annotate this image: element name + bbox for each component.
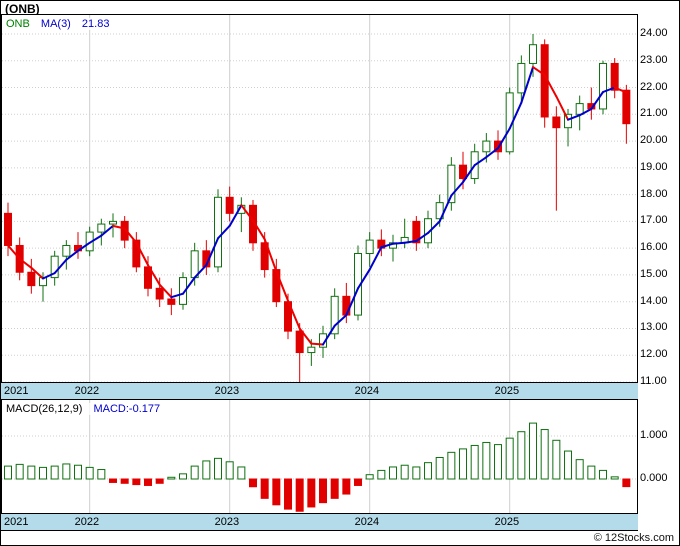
copyright-link[interactable]: © 12Stocks.com — [593, 532, 674, 544]
x-axis-year-label: 2023 — [214, 385, 240, 397]
price-y-axis-label: 19.00 — [640, 160, 668, 173]
chart-title: (ONB) — [5, 2, 40, 16]
macd-params-label: MACD(26,12,9) — [6, 403, 83, 415]
macd-x-axis-band: 2021 2022 2023 2024 2025 — [1, 514, 638, 531]
x-axis-year-label: 2022 — [74, 516, 100, 528]
price-y-axis-label: 18.00 — [640, 187, 668, 200]
price-y-axis-label: 21.00 — [640, 107, 668, 120]
x-axis-year-label: 2021 — [4, 516, 29, 528]
symbol-label: ONB — [6, 18, 30, 30]
macd-y-axis-label: 1.000 — [640, 429, 668, 441]
price-legend: ONB MA(3) 21.83 — [6, 18, 110, 30]
macd-histogram-chart — [2, 400, 637, 513]
price-x-axis-band: 2021 2022 2023 2024 2025 — [1, 383, 638, 400]
price-chart-panel: ONB MA(3) 21.83 — [1, 14, 638, 383]
macd-value-label: MACD:-0.177 — [93, 403, 161, 415]
price-y-axis-label: 22.00 — [640, 80, 668, 93]
x-axis-year-label: 2025 — [494, 516, 520, 528]
macd-panel: MACD(26,12,9) MACD:-0.177 — [1, 399, 638, 514]
ma-value: 21.83 — [81, 18, 110, 30]
price-y-axis-label: 23.00 — [640, 53, 668, 66]
x-axis-year-label: 2022 — [74, 385, 100, 397]
x-axis-year-label: 2021 — [4, 385, 29, 397]
x-axis-year-label: 2024 — [354, 516, 380, 528]
price-y-axis-label: 20.00 — [640, 134, 668, 147]
macd-y-axis-label: 0.000 — [640, 472, 668, 484]
x-axis-year-label: 2023 — [214, 516, 240, 528]
price-y-axis-label: 16.00 — [640, 241, 668, 254]
x-axis-year-label: 2025 — [494, 385, 520, 397]
price-y-axis-label: 12.00 — [640, 348, 668, 361]
price-y-axis-label: 11.00 — [640, 375, 667, 387]
right-axis-column: 20.65 24.0023.0022.0021.0020.0019.0018.0… — [638, 1, 679, 545]
price-y-axis-label: 17.00 — [640, 214, 668, 227]
price-y-axis-label: 24.00 — [640, 27, 668, 39]
candlestick-chart — [2, 15, 637, 382]
price-y-axis-label: 13.00 — [640, 321, 668, 334]
price-y-axis-label: 14.00 — [640, 294, 668, 307]
x-axis-year-label: 2024 — [354, 385, 380, 397]
macd-legend: MACD(26,12,9) MACD:-0.177 — [6, 403, 161, 415]
price-y-axis-label: 15.00 — [640, 267, 668, 280]
ma-label: MA(3) — [40, 18, 71, 30]
